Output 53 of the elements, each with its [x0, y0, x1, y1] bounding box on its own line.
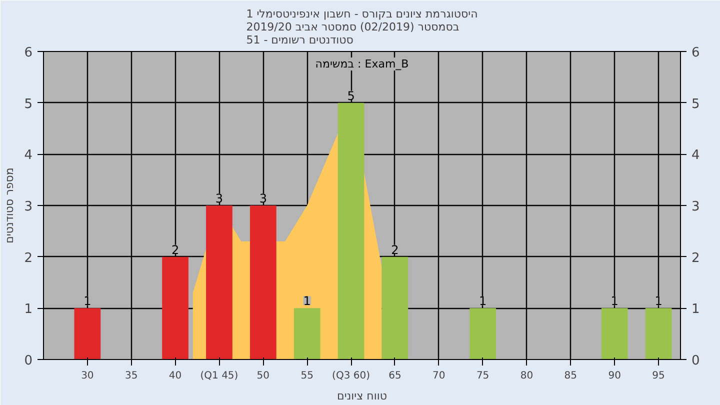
bar	[645, 308, 672, 360]
bar	[206, 206, 232, 360]
x-tick-label: 65	[388, 370, 402, 382]
y-tick-label: 2	[24, 250, 33, 266]
bar	[338, 102, 364, 360]
y2-tick-label: 0	[692, 354, 700, 368]
y2-tick-label: 3	[692, 200, 700, 214]
data-label: 3	[259, 192, 267, 206]
y2-tick-label: 6	[692, 46, 700, 60]
data-label: 2	[171, 242, 180, 257]
data-label: 1	[610, 294, 618, 308]
x-tick-label: 75	[476, 370, 490, 382]
data-label: 1	[478, 294, 487, 308]
y-tick-label: 4	[24, 148, 33, 164]
y-tick-label: 5	[24, 96, 33, 112]
data-label: 1	[654, 294, 662, 308]
data-label: 3	[215, 192, 224, 206]
x-tick-label: 50	[256, 370, 270, 382]
bar	[162, 256, 188, 360]
x-tick-label: 70	[432, 370, 446, 382]
annotation: במשימה : Exam_B	[315, 58, 409, 70]
x-tick-label: 80	[520, 370, 534, 382]
bar	[294, 308, 320, 360]
y2-tick-label: 2	[692, 250, 700, 266]
y-axis-title: מספר סטודנטים	[3, 168, 16, 244]
y-tick-label: 6	[24, 46, 33, 60]
data-label: 1	[303, 294, 311, 308]
x-tick-label: 95	[652, 370, 665, 382]
data-label: 1	[84, 294, 92, 308]
y-tick-label: 1	[24, 302, 33, 318]
bar	[382, 256, 408, 360]
x-tick-label: 55	[300, 370, 314, 382]
data-label: 5	[347, 88, 355, 103]
bar	[470, 308, 496, 360]
x-axis-title: טווח ציונים	[337, 390, 387, 402]
data-label: 2	[391, 242, 399, 257]
x-tick-label: (Q1 45)	[200, 370, 238, 382]
y2-tick-label: 1	[692, 302, 700, 318]
x-tick-label: 85	[564, 370, 578, 382]
y-tick-label: 3	[24, 200, 33, 214]
y-tick-label: 0	[24, 354, 33, 368]
y2-tick-label: 5	[692, 96, 700, 112]
x-tick-label: 35	[125, 370, 138, 382]
x-tick-label: (Q3 60)	[332, 370, 370, 382]
chart-subtitle: בסמסטר (02/2019) סמסטר אביב 2019/20 סטודנטים רשומים - 51	[246, 20, 460, 46]
bar	[74, 308, 101, 360]
x-tick-label: 40	[168, 370, 182, 382]
y2-tick-label: 4	[692, 148, 700, 164]
x-tick-label: 90	[608, 370, 621, 382]
bar	[250, 206, 276, 360]
chart-title: היסטוגרמת ציונים בקורס - חשבון אינפיניטסימלי 1	[246, 8, 478, 20]
bar	[601, 308, 628, 360]
x-tick-label: 30	[81, 370, 94, 382]
